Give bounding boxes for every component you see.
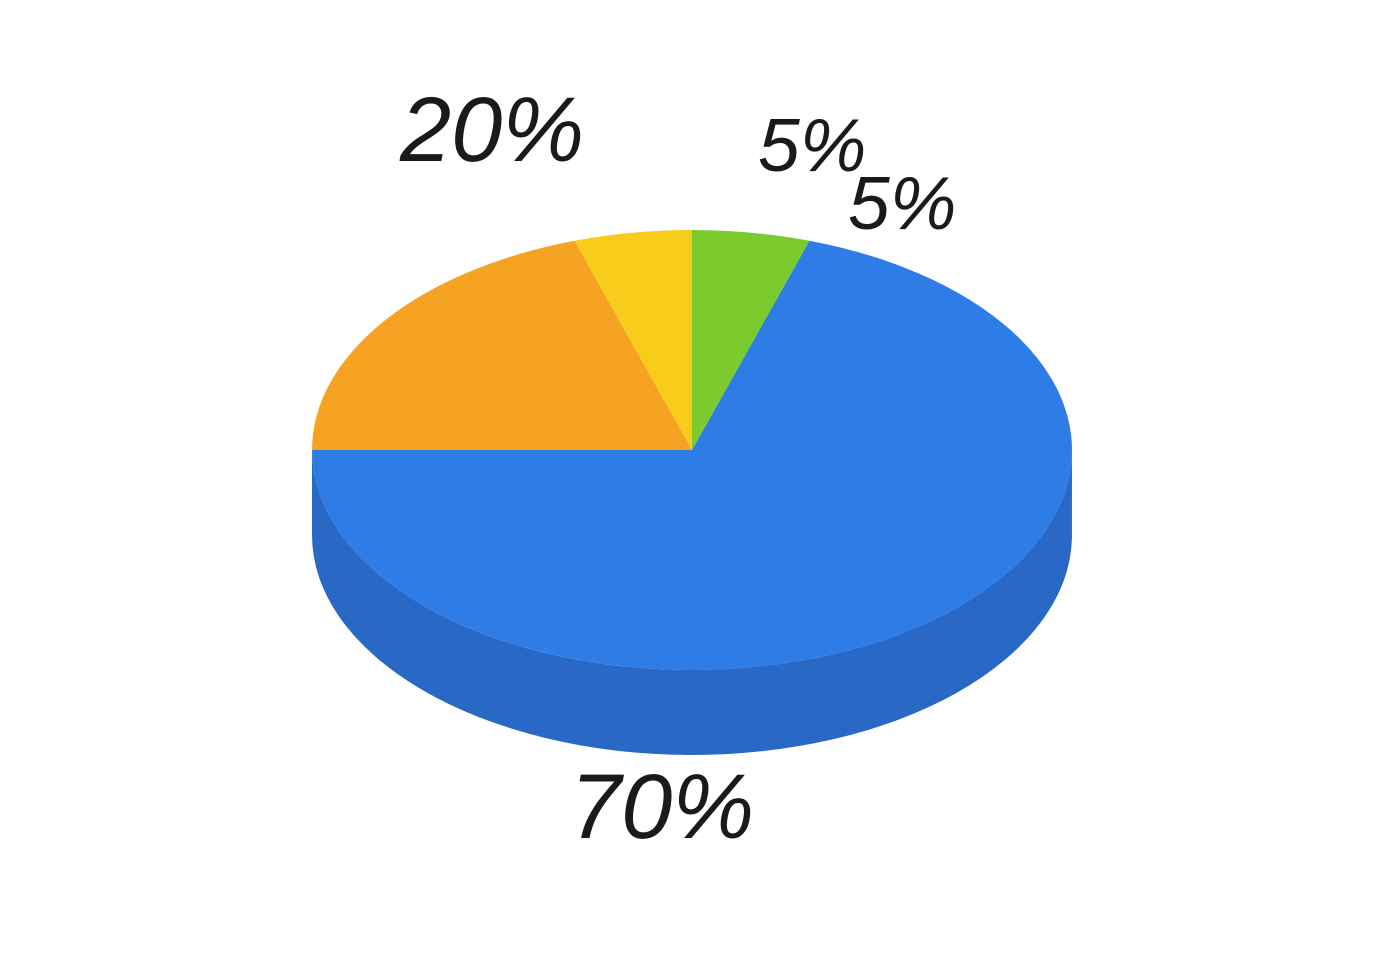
pie-slice-label: 20% xyxy=(400,78,584,183)
pie-chart-3d: 70%20%5%5% xyxy=(0,0,1400,980)
pie-slice-label: 70% xyxy=(570,755,754,860)
pie-slice-label: 5% xyxy=(848,160,956,246)
pie-top xyxy=(312,230,1072,670)
